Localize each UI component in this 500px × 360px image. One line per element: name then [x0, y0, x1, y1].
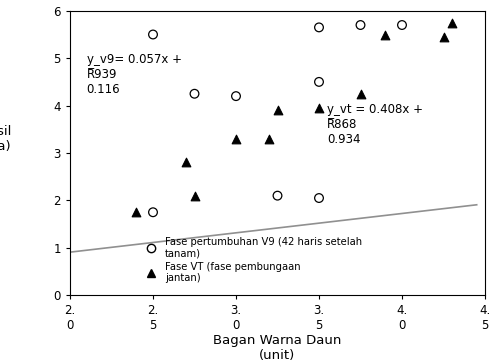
Legend: Fase pertumbuhan V9 (42 haris setelah
tanam), Fase VT (fase pembungaan
jantan): Fase pertumbuhan V9 (42 haris setelah ta… — [137, 233, 366, 287]
Point — [398, 22, 406, 28]
Point — [132, 210, 140, 215]
Point — [190, 91, 198, 96]
Point — [356, 91, 364, 96]
Point — [382, 32, 390, 37]
X-axis label: Bagan Warna Daun
(unit): Bagan Warna Daun (unit) — [214, 334, 342, 360]
Point — [315, 195, 323, 201]
Y-axis label: Hasil
(t/ha): Hasil (t/ha) — [0, 125, 12, 153]
Point — [149, 210, 157, 215]
Point — [356, 22, 364, 28]
Point — [232, 93, 240, 99]
Text: y_v9= 0.057x +
R̅939
0.116: y_v9= 0.057x + R̅939 0.116 — [86, 54, 182, 96]
Text: y_vt = 0.408x +
R̅868
0.934: y_vt = 0.408x + R̅868 0.934 — [328, 103, 424, 146]
Point — [190, 193, 198, 199]
Point — [149, 32, 157, 37]
Point — [315, 24, 323, 30]
Point — [274, 108, 281, 113]
Point — [315, 105, 323, 111]
Point — [274, 193, 281, 199]
Point — [315, 79, 323, 85]
Point — [440, 34, 448, 40]
Point — [265, 136, 273, 142]
Point — [448, 20, 456, 26]
Point — [232, 136, 240, 142]
Point — [182, 159, 190, 165]
